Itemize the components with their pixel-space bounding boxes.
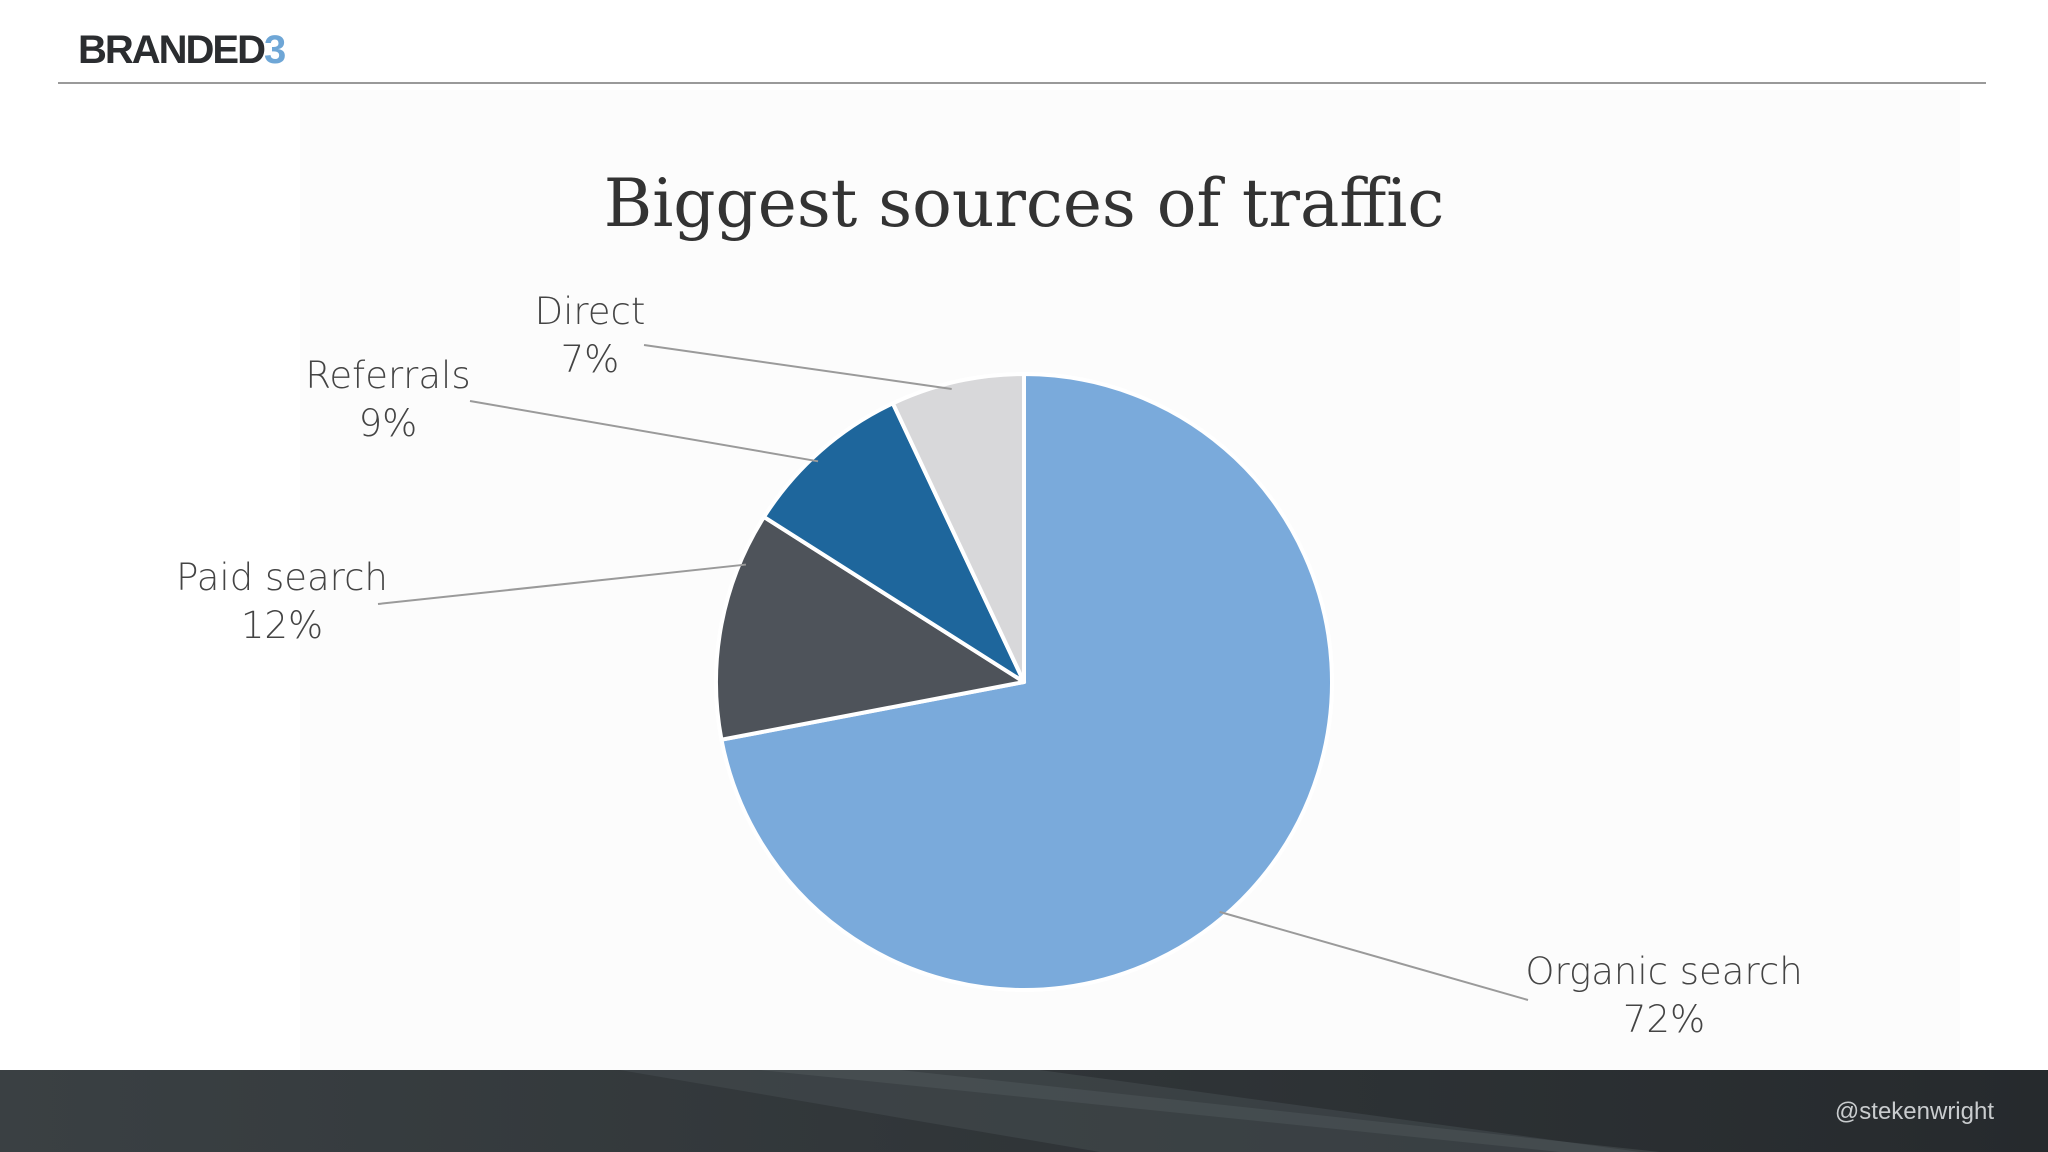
slice-labels: Organic search 72% Paid search 12% Referrals… xyxy=(176,290,1803,1041)
slice-label-paid-search: Paid search xyxy=(176,556,388,599)
pie-slice-organic-search xyxy=(719,372,1334,992)
author-handle: @stekenwright xyxy=(1834,1098,1994,1125)
leader-lines xyxy=(377,344,1529,1001)
leader-line-paid-search xyxy=(377,563,747,605)
slice-value-organic-search: 72% xyxy=(1623,998,1705,1041)
leader-line-referrals xyxy=(469,400,819,463)
pie-slice-paid-search xyxy=(714,514,1026,742)
logo-accent: 3 xyxy=(264,28,286,72)
pie-slice-direct xyxy=(890,372,1026,684)
slice-label-direct: Direct xyxy=(535,290,646,333)
footer-bar: @stekenwright xyxy=(0,1070,2048,1152)
logo-text: BRANDED xyxy=(78,28,266,72)
chart-title: Biggest sources of traffic xyxy=(604,165,1445,242)
slice-value-direct: 7% xyxy=(561,338,620,381)
pie-slice-referrals xyxy=(761,401,1026,684)
brand-logo: BRANDED3 xyxy=(78,22,286,78)
slice-label-organic-search: Organic search xyxy=(1525,950,1802,993)
header-divider xyxy=(58,82,1986,84)
slice-value-paid-search: 12% xyxy=(241,604,323,647)
leader-line-organic-search xyxy=(1219,910,1529,1001)
leader-line-direct xyxy=(643,344,952,390)
pie-slices xyxy=(714,372,1334,992)
slice-value-referrals: 9% xyxy=(359,402,418,445)
slice-label-referrals: Referrals xyxy=(305,354,470,397)
footer-decoration xyxy=(620,1070,1660,1152)
pie-chart: Biggest sources of traffic Organic searc… xyxy=(176,165,1803,1041)
